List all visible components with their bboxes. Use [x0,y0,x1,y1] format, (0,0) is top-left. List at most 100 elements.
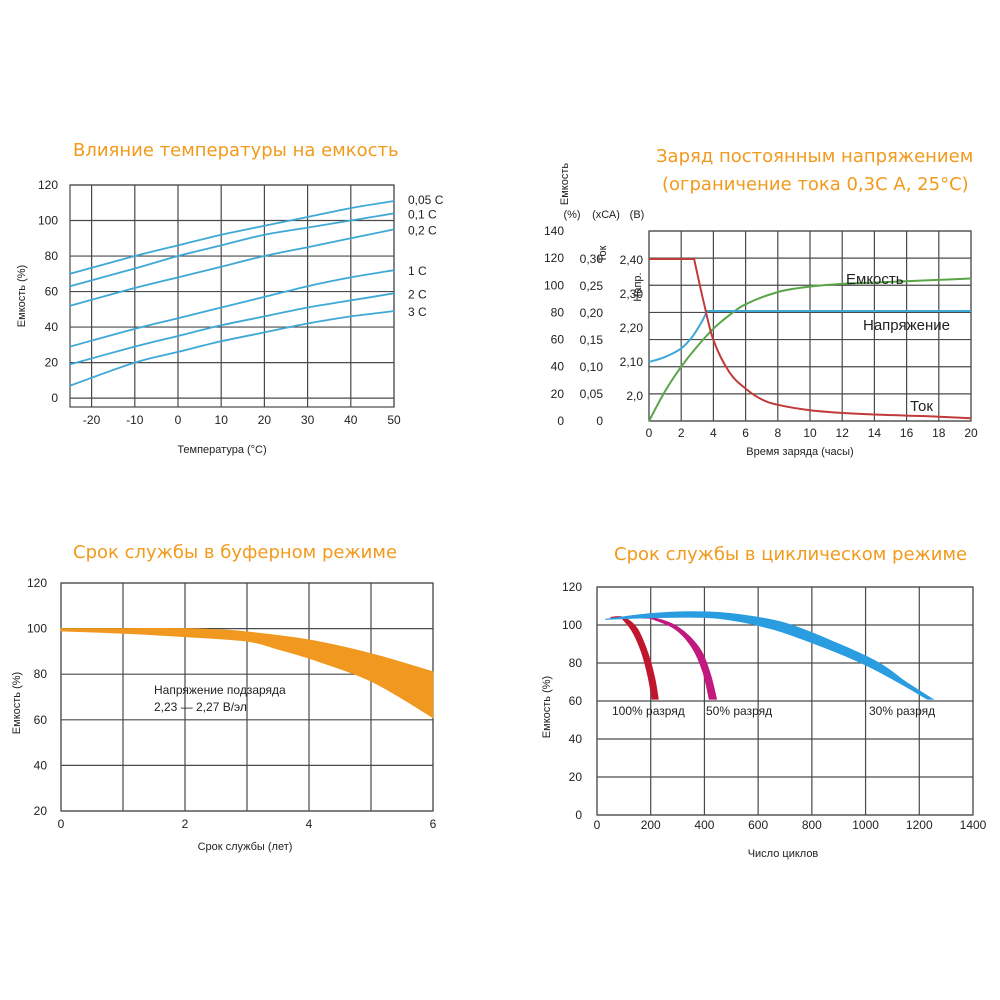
cycle-x-axis-label: Число циклов [748,848,819,860]
temp-y-tick-label: 40 [45,320,59,334]
cycle-y-tick-label: 80 [569,656,583,670]
charge-current-tick-label: 0,20 [580,306,604,320]
temp-y-tick-label: 80 [45,249,59,263]
charge-chart-subtitle: (ограничение тока 0,3С А, 25°С) [662,174,969,195]
temp-y-tick-label: 100 [38,214,58,228]
temperature-chart-title: Влияние температуры на емкость [73,140,399,161]
charge-x-tick-label: 8 [774,426,781,440]
charge-capacity-tick-label: 140 [544,224,564,238]
charge-chart: 0 2 4 6 8 10 12 14 16 18 20 0 20 40 60 80 100 120 140 0 0,05… [544,163,978,458]
buffer-capacity-band [60,628,434,719]
charge-x-tick-label: 20 [964,426,978,440]
buffer-annotation-line2: 2,23 — 2,27 В/эл [154,700,247,714]
charge-x-tick-label: 16 [900,426,914,440]
charge-axis-title: Напр. [632,272,644,301]
buffer-x-axis-label: Срок службы (лет) [198,841,293,853]
charge-axis-title: Емкость [559,163,571,205]
charge-current-tick-label: 0,15 [580,333,604,347]
cycle-chart-title: Срок службы в циклическом режиме [614,544,968,565]
temp-series-line [69,212,395,288]
temp-series-line [69,228,395,307]
temp-series-label: 1 C [408,264,427,278]
cycle-x-tick-label: 1200 [906,818,933,832]
charge-current-line [649,258,972,420]
buffer-y-tick-label: 120 [27,576,47,590]
temp-series-label: 2 C [408,287,427,301]
temp-x-tick-label: 30 [301,413,315,427]
temp-y-tick-label: 20 [45,356,59,370]
temp-x-tick-label: 20 [258,413,272,427]
temp-y-axis-label: Емкость (%) [16,265,28,327]
charge-voltage-line [648,310,971,363]
charge-current-tick-label: 0 [596,414,603,428]
temp-x-tick-label: -20 [83,413,101,427]
charge-x-tick-label: 6 [742,426,749,440]
temp-series-line [69,292,395,366]
charge-x-tick-label: 0 [646,426,653,440]
charge-x-axis-label: Время заряда (часы) [746,446,853,458]
cycle-y-axis-label: Емкость (%) [541,676,553,738]
buffer-y-tick-label: 40 [34,758,48,772]
charge-axis-unit: (В) [630,209,645,221]
charge-x-tick-label: 18 [932,426,946,440]
cycle-x-tick-label: 1000 [852,818,879,832]
cycle-series-label: 30% разряд [869,704,935,718]
buffer-chart-panel: Срок службы в буферном режиме 20 40 60 80 10… [0,530,500,870]
buffer-x-tick-label: 4 [306,817,313,831]
temp-series-label: 0,05 C [408,193,444,207]
charge-capacity-tick-label: 100 [544,278,564,292]
buffer-x-tick-label: 0 [58,817,65,831]
cycle-x-tick-label: 400 [694,818,714,832]
charge-x-tick-label: 10 [803,426,817,440]
charge-voltage-label: Напряжение [863,317,950,334]
charge-current-tick-label: 0,30 [580,252,604,266]
charge-voltage-tick-label: 2,20 [620,321,644,335]
charge-voltage-tick-label: 2,30 [620,287,644,301]
charge-current-tick-label: 0,05 [580,387,604,401]
temp-y-tick-label: 120 [38,178,58,192]
charge-axis-unit: (%) [563,209,580,221]
charge-voltage-tick-label: 2,40 [620,253,644,267]
cycle-y-tick-label: 0 [575,808,582,822]
temp-x-axis-label: Температура (°C) [177,444,266,456]
charge-capacity-line [648,277,972,422]
temp-x-tick-label: -10 [126,413,144,427]
cycle-x-tick-label: 800 [802,818,822,832]
cycle-x-tick-label: 1400 [960,818,987,832]
cycle-chart-panel: Срок службы в циклическом режиме 0 200 400… [500,530,1000,870]
temperature-chart-panel: Влияние температуры на емкость -20 -10 0 10… [0,130,500,470]
cycle-series-band [610,616,659,700]
charge-x-tick-label: 4 [710,426,717,440]
charge-x-tick-label: 14 [868,426,882,440]
temp-y-tick-label: 0 [51,391,58,405]
cycle-x-tick-label: 600 [748,818,768,832]
charge-capacity-tick-label: 80 [551,305,565,319]
cycle-series-label: 100% разряд [612,704,685,718]
charge-axis-unit: (хСА) [592,209,620,221]
buffer-chart: 20 40 60 80 100 120 0 2 4 6 Срок службы (лет) Емкос… [11,576,437,853]
cycle-y-tick-label: 60 [569,694,583,708]
charge-x-tick-label: 2 [678,426,685,440]
temperature-chart: -20 -10 0 10 20 30 40 50 0 20 40 60 80 100 120 Температ… [16,178,444,456]
charge-capacity-tick-label: 120 [544,251,564,265]
cycle-series-label: 50% разряд [706,704,772,718]
buffer-y-tick-label: 20 [34,804,48,818]
cycle-y-tick-label: 100 [562,618,582,632]
charge-capacity-tick-label: 0 [557,414,564,428]
temp-y-tick-label: 60 [45,285,59,299]
charge-chart-title: Заряд постоянным напряжением [656,146,974,167]
buffer-y-tick-label: 100 [27,622,47,636]
temp-x-tick-label: 40 [344,413,358,427]
temp-plot-frame [69,184,395,408]
temp-x-tick-label: 10 [215,413,229,427]
temp-x-tick-label: 0 [175,413,182,427]
buffer-annotation-line1: Напряжение подзаряда [154,683,286,697]
buffer-chart-title: Срок службы в буферном режиме [73,542,398,563]
charge-axis-title: Ток [597,245,609,262]
temp-series-line [69,269,395,348]
cycle-y-tick-label: 120 [562,580,582,594]
buffer-x-tick-label: 2 [182,817,189,831]
charge-current-tick-label: 0,25 [580,279,604,293]
charge-capacity-tick-label: 20 [551,387,565,401]
buffer-x-tick-label: 6 [430,817,437,831]
